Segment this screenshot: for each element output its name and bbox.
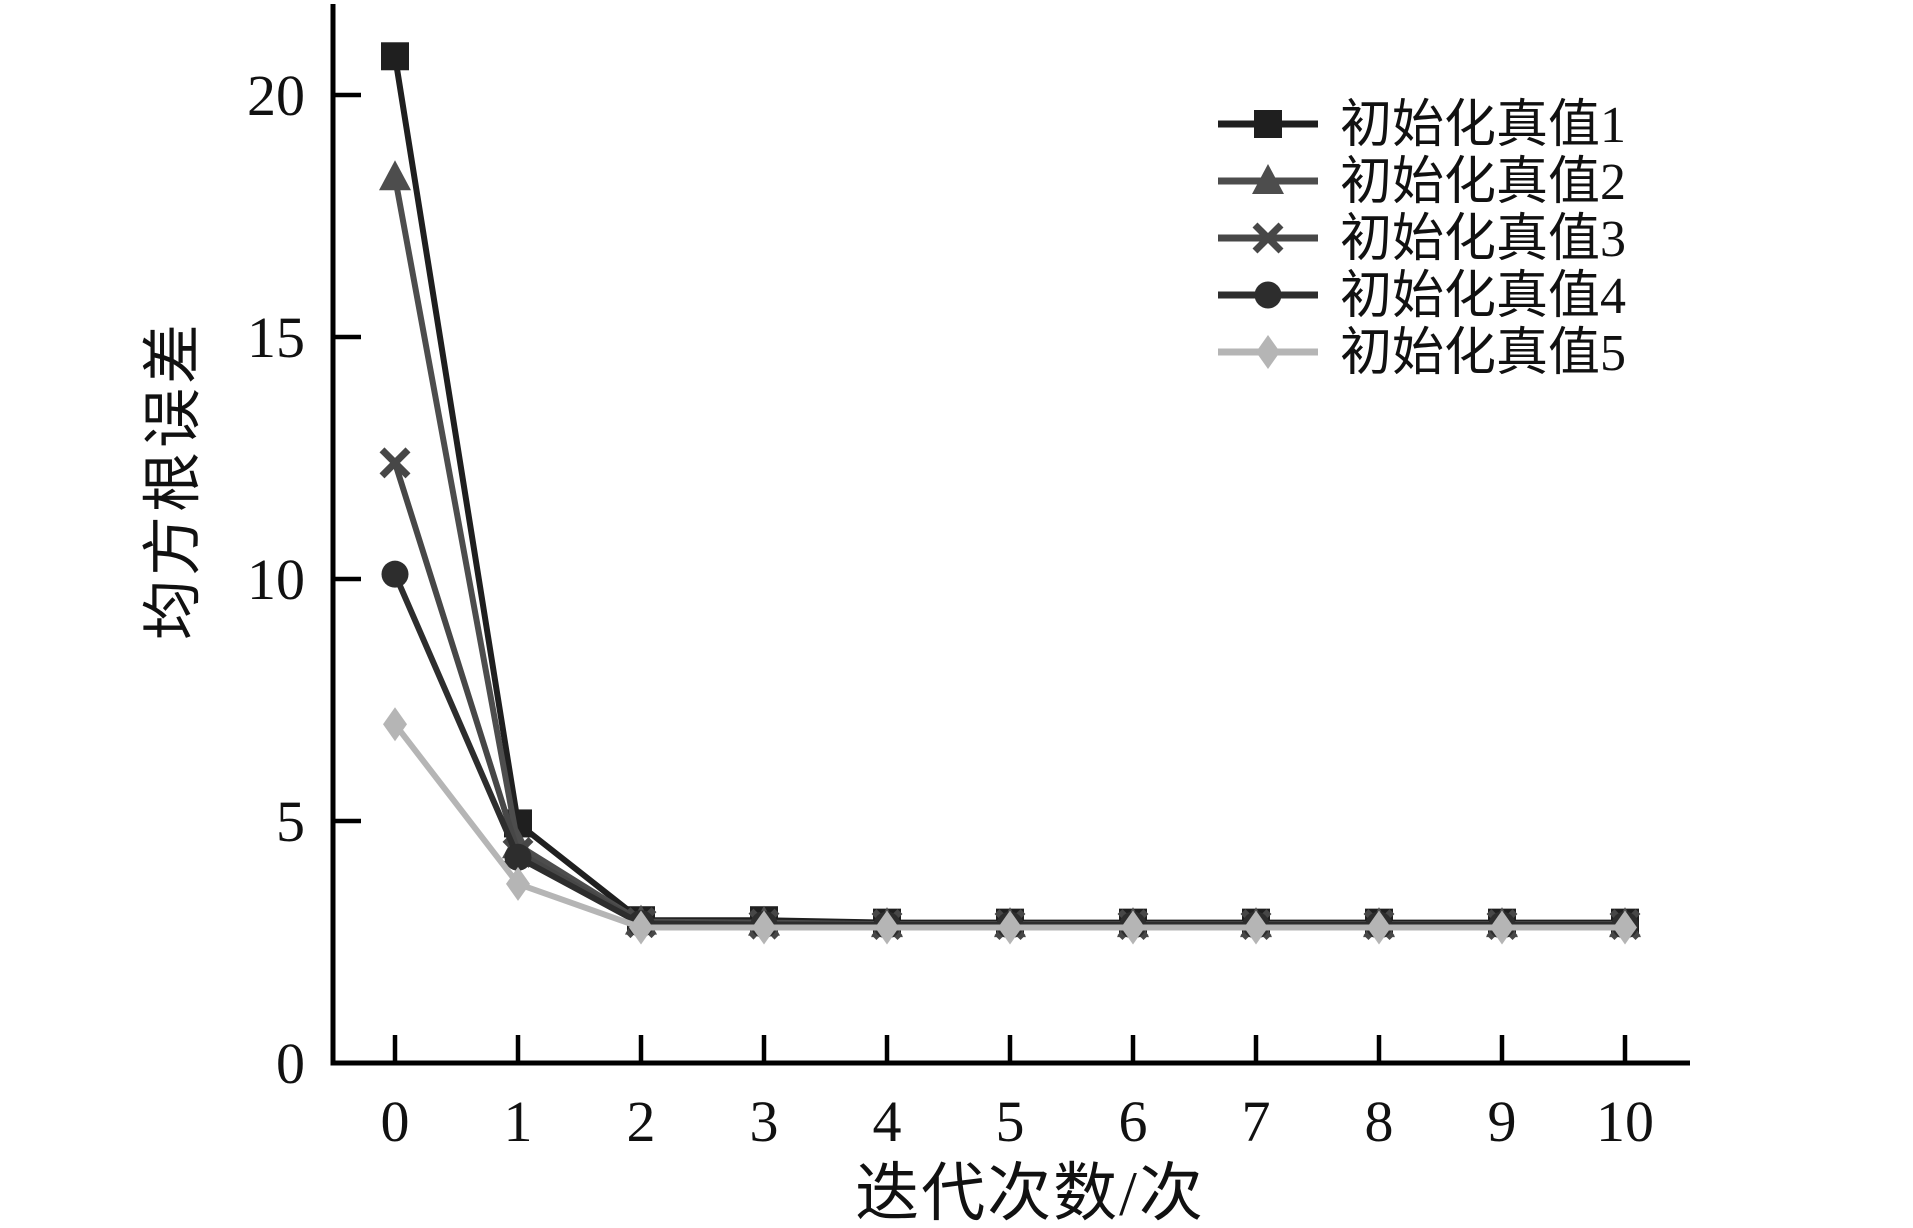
y-tick-label: 0 — [276, 1031, 305, 1096]
x-tick-label: 2 — [627, 1089, 656, 1154]
legend-item: 初始化真值3 — [1218, 211, 1626, 268]
circle-marker — [381, 560, 409, 588]
x-tick-label: 8 — [1365, 1089, 1394, 1154]
x-axis-title: 迭代次数/次 — [855, 1158, 1205, 1228]
x-tick-label: 6 — [1119, 1089, 1148, 1154]
diamond-marker — [1121, 910, 1145, 945]
diamond-marker — [1244, 910, 1268, 945]
y-tick-label: 5 — [276, 789, 305, 854]
triangle-marker — [379, 160, 411, 191]
x-tick-label: 0 — [381, 1089, 410, 1154]
diamond-marker — [506, 866, 530, 901]
x-tick-label: 1 — [504, 1089, 533, 1154]
x-marker — [1252, 222, 1284, 254]
legend-label: 初始化真值3 — [1340, 211, 1626, 268]
x-tick-label: 5 — [996, 1089, 1025, 1154]
legend-label: 初始化真值2 — [1340, 154, 1626, 211]
diamond-marker — [1367, 910, 1391, 945]
legend-label: 初始化真值4 — [1340, 268, 1626, 325]
legend-item: 初始化真值2 — [1218, 154, 1626, 211]
legend-item: 初始化真值4 — [1218, 268, 1626, 325]
legend-label: 初始化真值5 — [1340, 325, 1626, 382]
legend-item: 初始化真值5 — [1218, 325, 1626, 382]
x-tick-label: 3 — [750, 1089, 779, 1154]
square-marker — [1254, 110, 1282, 138]
triangle-marker — [1252, 164, 1284, 194]
diamond-marker — [383, 707, 407, 742]
series-5 — [383, 707, 1637, 945]
circle-marker — [504, 843, 532, 871]
diamond-marker — [1490, 910, 1514, 945]
y-tick-label: 20 — [247, 63, 305, 128]
diamond-marker — [1256, 335, 1280, 369]
x-tick-label: 4 — [873, 1089, 902, 1154]
diamond-marker — [629, 910, 653, 945]
x-tick-label: 9 — [1488, 1089, 1517, 1154]
y-tick-label: 15 — [247, 305, 305, 370]
diamond-marker — [752, 910, 776, 945]
circle-marker — [1254, 281, 1282, 309]
square-marker — [381, 42, 409, 71]
legend-label: 初始化真值1 — [1340, 97, 1626, 154]
x-marker — [379, 447, 411, 479]
diamond-marker — [998, 910, 1022, 945]
y-tick-label: 10 — [247, 547, 305, 612]
y-axis-title: 均方根误差 — [140, 320, 207, 640]
diamond-marker — [1613, 910, 1637, 945]
series-line — [392, 461, 1625, 928]
diamond-marker — [875, 910, 899, 945]
x-tick-label: 10 — [1596, 1089, 1654, 1154]
x-tick-label: 7 — [1242, 1089, 1271, 1154]
legend-item: 初始化真值1 — [1218, 97, 1626, 154]
series-line — [392, 722, 1625, 931]
